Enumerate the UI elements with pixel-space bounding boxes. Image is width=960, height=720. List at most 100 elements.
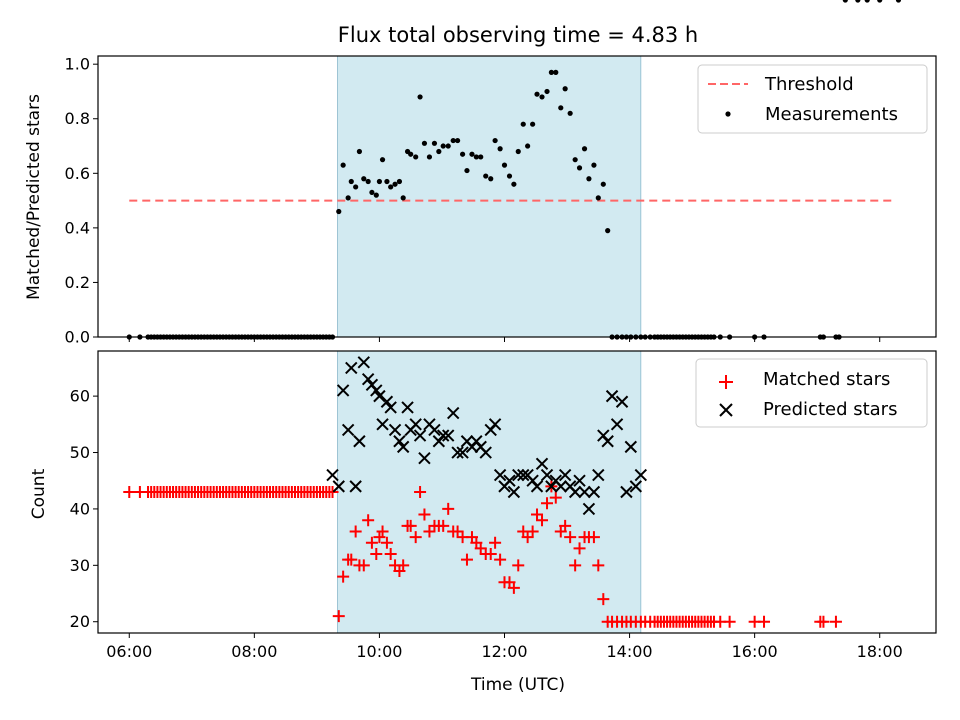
- x-tick-label: 06:00: [106, 642, 152, 661]
- measurement-point: [336, 208, 342, 215]
- counts-panel: 20 30 40 50 60 06:00 08:00 10:00 12:00 14:00 16:00…: [29, 350, 937, 661]
- measurement-point: [864, 0, 870, 3]
- matched-point: [380, 536, 393, 549]
- measurement-point: [388, 184, 394, 190]
- measurement-point: [345, 195, 351, 201]
- predicted-point: [456, 446, 469, 459]
- predicted-point: [615, 395, 629, 408]
- counts-y-axis-label: Count: [29, 468, 49, 519]
- matched-legend-handle: [719, 375, 733, 389]
- matched-point: [365, 536, 378, 549]
- predicted-point: [370, 384, 383, 397]
- predicted-legend-handle: [719, 403, 733, 417]
- ratio-plot-area: 0.0 0.2 0.4 0.6 0.8 1.0: [65, 0, 937, 347]
- ratio-legend: Threshold Measurements: [697, 64, 928, 134]
- predicted-point: [332, 480, 345, 493]
- threshold-legend-label: Threshold: [764, 74, 854, 95]
- matched-point: [592, 559, 605, 572]
- ratio-observing-window: [337, 55, 642, 338]
- predicted-point: [507, 485, 521, 499]
- matched-point: [541, 497, 554, 510]
- counts-plot-area: 20 30 40 50 60 06:00 08:00 10:00 12:00 14:00 16:00…: [70, 350, 937, 661]
- counts-y-tick-label: 40: [70, 499, 90, 518]
- measurement-point: [534, 91, 540, 97]
- counts-series-0: [123, 480, 842, 628]
- measurement-point: [591, 162, 597, 168]
- matched-point: [507, 581, 520, 594]
- predicted-point: [357, 356, 370, 369]
- measurement-point: [581, 146, 588, 152]
- predicted-point: [447, 406, 460, 420]
- measurement-point: [369, 189, 375, 196]
- measurement-point: [450, 137, 456, 144]
- predicted-point: [353, 435, 366, 448]
- measurement-point: [895, 0, 902, 3]
- predicted-point: [401, 401, 414, 414]
- measurement-point: [855, 0, 861, 3]
- measurement-point: [576, 165, 583, 171]
- measurement-point: [348, 178, 354, 185]
- measurement-point: [600, 181, 606, 187]
- predicted-point: [601, 435, 614, 448]
- matched-point: [376, 525, 389, 538]
- predicted-point: [503, 474, 516, 487]
- predicted-point: [634, 468, 648, 482]
- matched-point: [423, 525, 436, 538]
- matched-point: [549, 491, 562, 504]
- matched-point: [573, 542, 586, 555]
- measurement-point: [842, 0, 848, 3]
- matched-point: [531, 508, 544, 521]
- measurement-point: [454, 137, 461, 144]
- predicted-point: [428, 423, 441, 437]
- measurement-point: [408, 151, 414, 157]
- matched-point: [494, 553, 507, 566]
- measurement-point: [548, 69, 554, 75]
- predicted-point: [413, 429, 427, 442]
- measurement-point: [497, 146, 503, 152]
- predicted-legend-label: Predicted stars: [763, 399, 897, 420]
- ratio-y-tick-label: 0.6: [65, 164, 90, 183]
- predicted-point: [558, 468, 572, 482]
- measurement-point: [421, 140, 428, 146]
- ratio-axes-frame: [97, 55, 937, 338]
- measurement-point: [553, 69, 559, 75]
- measurement-point: [469, 151, 475, 157]
- measurement-point: [586, 176, 592, 182]
- predicted-point: [396, 440, 410, 454]
- measurement-point: [511, 181, 517, 187]
- ratio-y-tick-label: 1.0: [65, 55, 90, 74]
- measurement-point: [392, 181, 398, 187]
- x-tick-label: 10:00: [356, 642, 402, 661]
- measurement-point: [605, 228, 611, 234]
- predicted-point: [436, 429, 450, 442]
- predicted-point: [409, 418, 422, 431]
- matched-point: [384, 548, 397, 561]
- predicted-point: [587, 485, 601, 499]
- matched-point: [521, 531, 534, 544]
- measurement-point: [379, 157, 386, 163]
- predicted-point: [479, 446, 492, 459]
- measurement-point: [417, 94, 423, 100]
- measurement-point: [361, 176, 367, 182]
- predicted-point: [573, 474, 586, 487]
- measurement-point: [501, 162, 508, 168]
- measurement-point: [473, 154, 479, 160]
- matched-point: [512, 559, 525, 572]
- measurement-point: [445, 143, 451, 149]
- matched-point: [460, 553, 473, 566]
- predicted-point: [540, 468, 554, 482]
- predicted-point: [451, 446, 464, 459]
- measurement-point: [365, 178, 371, 185]
- matched-point: [418, 508, 431, 521]
- measurement-point: [488, 176, 494, 182]
- x-axis-label: Time (UTC): [470, 675, 565, 695]
- measurement-point: [492, 137, 498, 144]
- predicted-point: [361, 372, 375, 386]
- measurement-point: [426, 154, 433, 160]
- x-tick-label: 14:00: [607, 642, 653, 661]
- measurement-point: [515, 148, 521, 155]
- measurement-point: [544, 88, 550, 95]
- counts-axes-frame: [97, 350, 937, 634]
- chart-title: Flux total observing time = 4.83 h: [338, 23, 698, 47]
